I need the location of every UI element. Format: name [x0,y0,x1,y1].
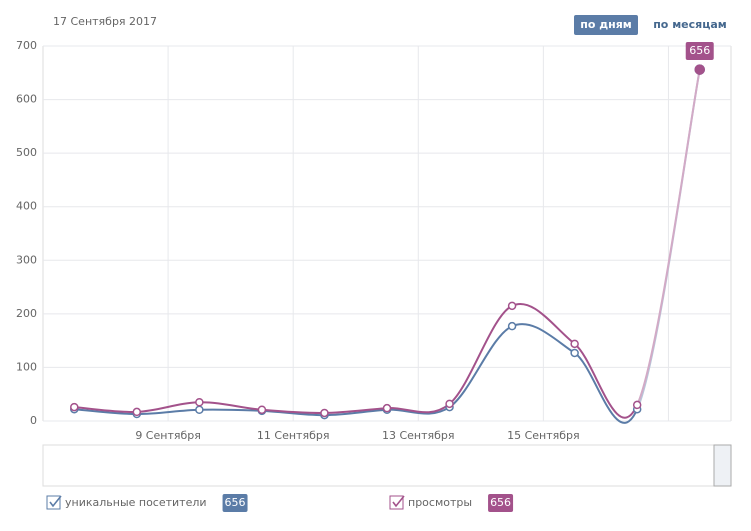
legend-checkbox[interactable] [46,495,61,510]
legend-check [49,495,62,508]
day-button-bg[interactable] [574,15,638,35]
legend-count: 656 [490,496,511,509]
x-tick-label: 9 Сентября [135,429,201,442]
navigator-window[interactable] [713,444,732,487]
point [632,400,642,410]
point [320,408,329,418]
point [445,399,454,409]
x-tick-label: 11 Сентября [257,429,330,442]
y-tick-label: 700 [16,39,37,52]
month-button[interactable]: по месяцам [653,18,727,31]
x-tick-label: 13 Сентября [382,429,455,442]
point [507,301,517,311]
y-tick-label: 300 [16,253,37,266]
point [195,398,204,407]
point [507,321,517,331]
legend-count-bg [222,494,248,512]
y-tick-label: 200 [16,307,37,320]
navigator[interactable] [42,444,732,487]
legend-label: просмотры [408,496,472,509]
y-tick-label: 0 [30,414,37,427]
point [132,407,142,417]
legend-checkbox[interactable] [389,495,404,510]
date-title: 17 Сентября 2017 [53,15,157,28]
x-tick-label: 15 Сентября [507,429,580,442]
point [694,64,705,75]
legend-check [392,495,405,508]
legend-label: уникальные посетители [65,496,207,509]
point [570,339,579,349]
y-tick-label: 600 [16,93,37,106]
y-tick-label: 500 [16,146,37,159]
legend-count-bg [488,494,514,512]
value-badge-bg [685,42,714,60]
day-button[interactable]: по дням [580,18,632,31]
point [570,348,579,358]
point [70,402,79,412]
point [257,405,267,414]
value-badge: 656 [689,44,710,57]
legend-count: 656 [225,496,246,509]
point [382,403,392,413]
point [195,405,204,414]
y-tick-label: 100 [16,360,37,373]
y-tick-label: 400 [16,200,37,213]
